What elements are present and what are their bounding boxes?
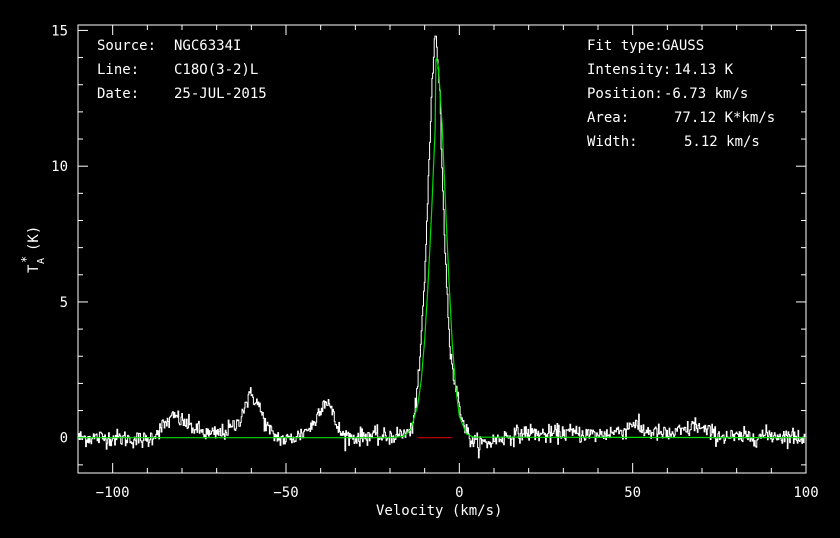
tick-labels: −100 −50 0 50 100 0 5 10 15	[51, 23, 819, 501]
x-tick-label: 50	[624, 485, 641, 501]
x-tick-label: 0	[455, 485, 463, 501]
y-axis-label-subscript: A	[36, 258, 47, 264]
area-value: 77.12 K*km/s	[674, 110, 775, 126]
y-tick-label: 5	[60, 295, 68, 311]
x-tick-label: 100	[793, 485, 818, 501]
width-key: Width:	[587, 134, 638, 150]
source-value: NGC6334I	[174, 38, 241, 54]
position-value: -6.73 km/s	[664, 86, 748, 102]
date-key: Date:	[97, 86, 139, 102]
fit-type-key: Fit type:	[587, 38, 663, 54]
x-tick-label: −100	[96, 485, 130, 501]
y-tick-label: 15	[51, 23, 68, 39]
plot-frame	[77, 24, 807, 474]
x-tick-label: −50	[273, 485, 298, 501]
gauss-fit-line	[78, 57, 806, 439]
y-tick-label: 0	[60, 431, 68, 447]
info-left: Source: NGC6334I Line: C18O(3-2)L Date: …	[97, 38, 267, 102]
y-tick-label: 10	[51, 159, 68, 175]
intensity-key: Intensity:	[587, 62, 671, 78]
date-value: 25-JUL-2015	[174, 86, 267, 102]
y-axis-label-unit: (K)	[26, 226, 42, 251]
series-layer	[78, 35, 807, 459]
width-value: 5.12 km/s	[684, 134, 760, 150]
y-axis-label-superscript: *	[19, 256, 33, 263]
area-key: Area:	[587, 110, 629, 126]
position-key: Position:	[587, 86, 663, 102]
axes-frame	[77, 24, 807, 474]
fit-type-value: GAUSS	[662, 38, 704, 54]
y-axis-label: T A * (K)	[19, 226, 47, 273]
y-axis-label-main: T	[26, 264, 42, 273]
info-right: Fit type: GAUSS Intensity: 14.13 K Posit…	[587, 38, 775, 150]
source-key: Source:	[97, 38, 156, 54]
spectrum-line	[78, 35, 807, 459]
line-value: C18O(3-2)L	[174, 62, 258, 78]
intensity-value: 14.13 K	[674, 62, 734, 78]
x-axis-label: Velocity (km/s)	[376, 503, 502, 519]
line-key: Line:	[97, 62, 139, 78]
